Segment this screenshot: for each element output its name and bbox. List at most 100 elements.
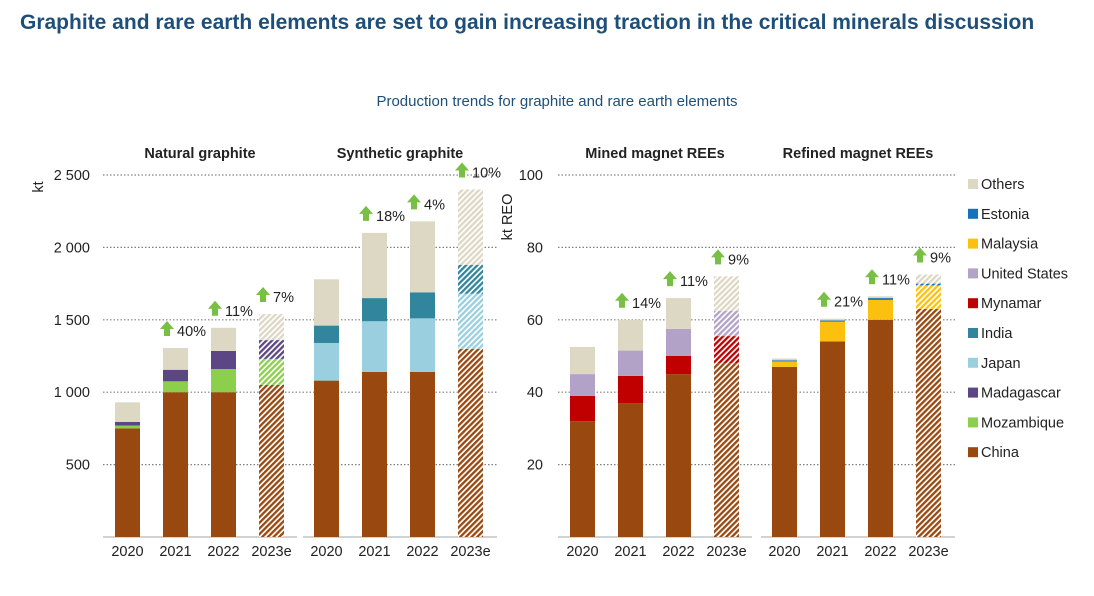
legend-label: Mynamar (981, 296, 1042, 312)
bar-segment-china (820, 341, 845, 537)
x-tick-label: 2023e (450, 544, 490, 560)
legend-swatch (968, 298, 978, 309)
legend-swatch (968, 268, 978, 279)
legend-swatch (968, 357, 978, 368)
bar-segment-madagascar (115, 421, 140, 426)
x-tick-label: 2020 (768, 544, 800, 560)
x-tick-label: 2021 (358, 544, 390, 560)
x-tick-label: 2022 (406, 544, 438, 560)
bar-segment-others (211, 327, 236, 351)
growth-label: 40% (177, 324, 206, 340)
x-tick-label: 2021 (614, 544, 646, 560)
y-tick-label: 40 (527, 385, 543, 401)
growth-arrow-icon (711, 249, 725, 265)
bar-segment-estonia (772, 360, 797, 362)
legend-swatch (968, 179, 978, 189)
bar-segment-china (618, 403, 643, 537)
bar-segment-mozambique (211, 369, 236, 393)
bar-segment-china (362, 371, 387, 537)
bar-segment-malaysia (868, 299, 893, 320)
bar-segment-malaysia (772, 361, 797, 367)
legend-item-india: India (968, 326, 1013, 342)
bar-segment-mynamar (666, 356, 691, 375)
growth-arrow-icon (817, 291, 831, 307)
legend-item-madagascar: Madagascar (968, 386, 1061, 402)
growth-label: 14% (632, 296, 661, 312)
x-tick-label: 2023e (908, 544, 948, 560)
bar-segment-india (314, 325, 339, 343)
bar-segment-united-states (618, 350, 643, 376)
bar-segment-india (362, 298, 387, 322)
legend-item-others: Others (968, 177, 1025, 193)
bar-segment-china (314, 380, 339, 537)
x-tick-label: 2020 (566, 544, 598, 560)
bar-segment-others (714, 276, 739, 311)
panel-title: Refined magnet REEs (783, 146, 934, 162)
legend-swatch (968, 238, 978, 249)
panel-mined-magnet-rees: Mined magnet REEs 2020 2021 14% 2022 11% 2023e… (558, 146, 752, 560)
bar-segment-china (115, 428, 140, 537)
legend-label: Madagascar (981, 386, 1061, 402)
growth-label: 4% (424, 197, 445, 213)
bar-segment-mynamar (714, 336, 739, 364)
growth-label: 10% (472, 165, 501, 181)
growth-label: 18% (376, 209, 405, 225)
growth-arrow-icon (663, 271, 677, 287)
x-tick-label: 2020 (310, 544, 342, 560)
x-tick-label: 2023e (706, 544, 746, 560)
bar-segment-china (410, 371, 435, 537)
growth-label: 21% (834, 295, 863, 311)
bar-segment-madagascar (211, 350, 236, 370)
legend-item-japan: Japan (968, 356, 1021, 372)
bar-segment-china (772, 366, 797, 537)
growth-arrow-icon (208, 300, 222, 316)
panel-title: Natural graphite (144, 146, 255, 162)
bar-segment-china (916, 308, 941, 537)
growth-label: 9% (930, 251, 951, 267)
legend-swatch (968, 328, 978, 338)
panel-synthetic-graphite: Synthetic graphite 2020 2021 18% 2022 4% 2023e… (303, 146, 501, 560)
bar-segment-japan (362, 321, 387, 372)
bar-segment-china (868, 319, 893, 537)
chart-subtitle: Production trends for graphite and rare … (376, 93, 738, 110)
bar-segment-others (868, 296, 893, 299)
bar-segment-others (115, 402, 140, 422)
bar-segment-united-states (570, 374, 595, 396)
legend-swatch (968, 417, 978, 428)
y-tick-label: 100 (519, 168, 543, 184)
growth-arrow-icon (615, 292, 629, 308)
bar-segment-india (410, 292, 435, 319)
legend-label: India (981, 326, 1013, 342)
bar-segment-united-states (666, 328, 691, 356)
panel-refined-magnet-rees: Refined magnet REEs 2020 2021 21% 2022 11% 202… (761, 146, 955, 560)
panel-title: Mined magnet REEs (585, 146, 724, 162)
legend-item-united-states: United States (968, 266, 1068, 282)
bar-segment-china (211, 392, 236, 537)
legend-swatch (968, 387, 978, 398)
bar-segment-madagascar (259, 340, 284, 359)
growth-arrow-icon (160, 321, 174, 337)
bar-segment-others (618, 319, 643, 351)
x-tick-label: 2022 (662, 544, 694, 560)
bar-segment-mozambique (115, 425, 140, 429)
y-tick-label: 60 (527, 313, 543, 329)
chart-title: Graphite and rare earth elements are set… (20, 11, 1035, 34)
bar-segment-estonia (820, 320, 845, 322)
bar-segment-others (314, 279, 339, 326)
panel-title: Synthetic graphite (337, 146, 464, 162)
growth-arrow-icon (359, 205, 373, 221)
legend-swatch (968, 447, 978, 458)
legend-label: China (981, 445, 1020, 461)
y-axis-label: kt (31, 181, 47, 192)
bar-segment-mozambique (163, 381, 188, 393)
legend-item-estonia: Estonia (968, 207, 1030, 223)
y-tick-label: 1 000 (54, 385, 90, 401)
x-tick-label: 2020 (111, 544, 143, 560)
bar-segment-japan (410, 318, 435, 372)
panel-natural-graphite: Natural graphite 2020 2021 40% 2022 11% 2023e 7… (103, 146, 297, 560)
legend-item-mozambique: Mozambique (968, 415, 1064, 431)
x-tick-label: 2021 (159, 544, 191, 560)
y-tick-label: 20 (527, 458, 543, 474)
bar-segment-others (570, 346, 595, 375)
